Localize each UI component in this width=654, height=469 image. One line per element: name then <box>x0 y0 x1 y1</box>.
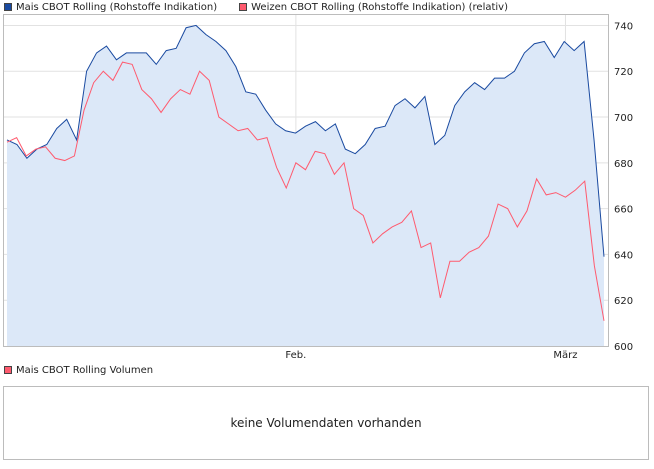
legend-swatch-weizen <box>239 3 248 11</box>
chart-legend: Mais CBOT Rolling (Rohstoffe Indikation)… <box>4 0 530 14</box>
y-tick-label: 660 <box>614 205 633 216</box>
y-tick-label: 620 <box>614 296 633 307</box>
y-tick-label: 740 <box>614 21 633 32</box>
x-tick-label: März <box>553 350 577 360</box>
plot-border <box>3 14 609 347</box>
y-tick-label: 700 <box>614 113 633 124</box>
series-line-mais <box>6 24 605 257</box>
price-chart: 600 620 640 660 680 700 720 740 Feb. März <box>3 14 633 360</box>
volume-panel: keine Volumendaten vorhanden <box>3 386 649 460</box>
series-line-weizen <box>6 61 605 321</box>
volume-legend-swatch <box>4 366 12 374</box>
legend-swatch-mais <box>4 3 12 11</box>
legend-label-weizen: Weizen CBOT Rolling (Rohstoffe Indikatio… <box>251 1 508 13</box>
y-tick-label: 680 <box>614 159 633 170</box>
y-tick-label: 600 <box>614 342 633 353</box>
volume-legend-label: Mais CBOT Rolling Volumen <box>16 364 154 376</box>
legend-label-mais: Mais CBOT Rolling (Rohstoffe Indikation) <box>16 1 218 13</box>
legend-item-mais[interactable]: Mais CBOT Rolling (Rohstoffe Indikation) <box>4 2 217 13</box>
volume-legend: Mais CBOT Rolling Volumen <box>4 363 153 377</box>
volume-empty-message: keine Volumendaten vorhanden <box>230 416 422 430</box>
y-tick-label: 640 <box>614 250 633 261</box>
x-tick-label: Feb. <box>285 350 306 360</box>
legend-item-weizen[interactable]: Weizen CBOT Rolling (Rohstoffe Indikatio… <box>239 2 508 13</box>
y-tick-label: 720 <box>614 67 633 78</box>
